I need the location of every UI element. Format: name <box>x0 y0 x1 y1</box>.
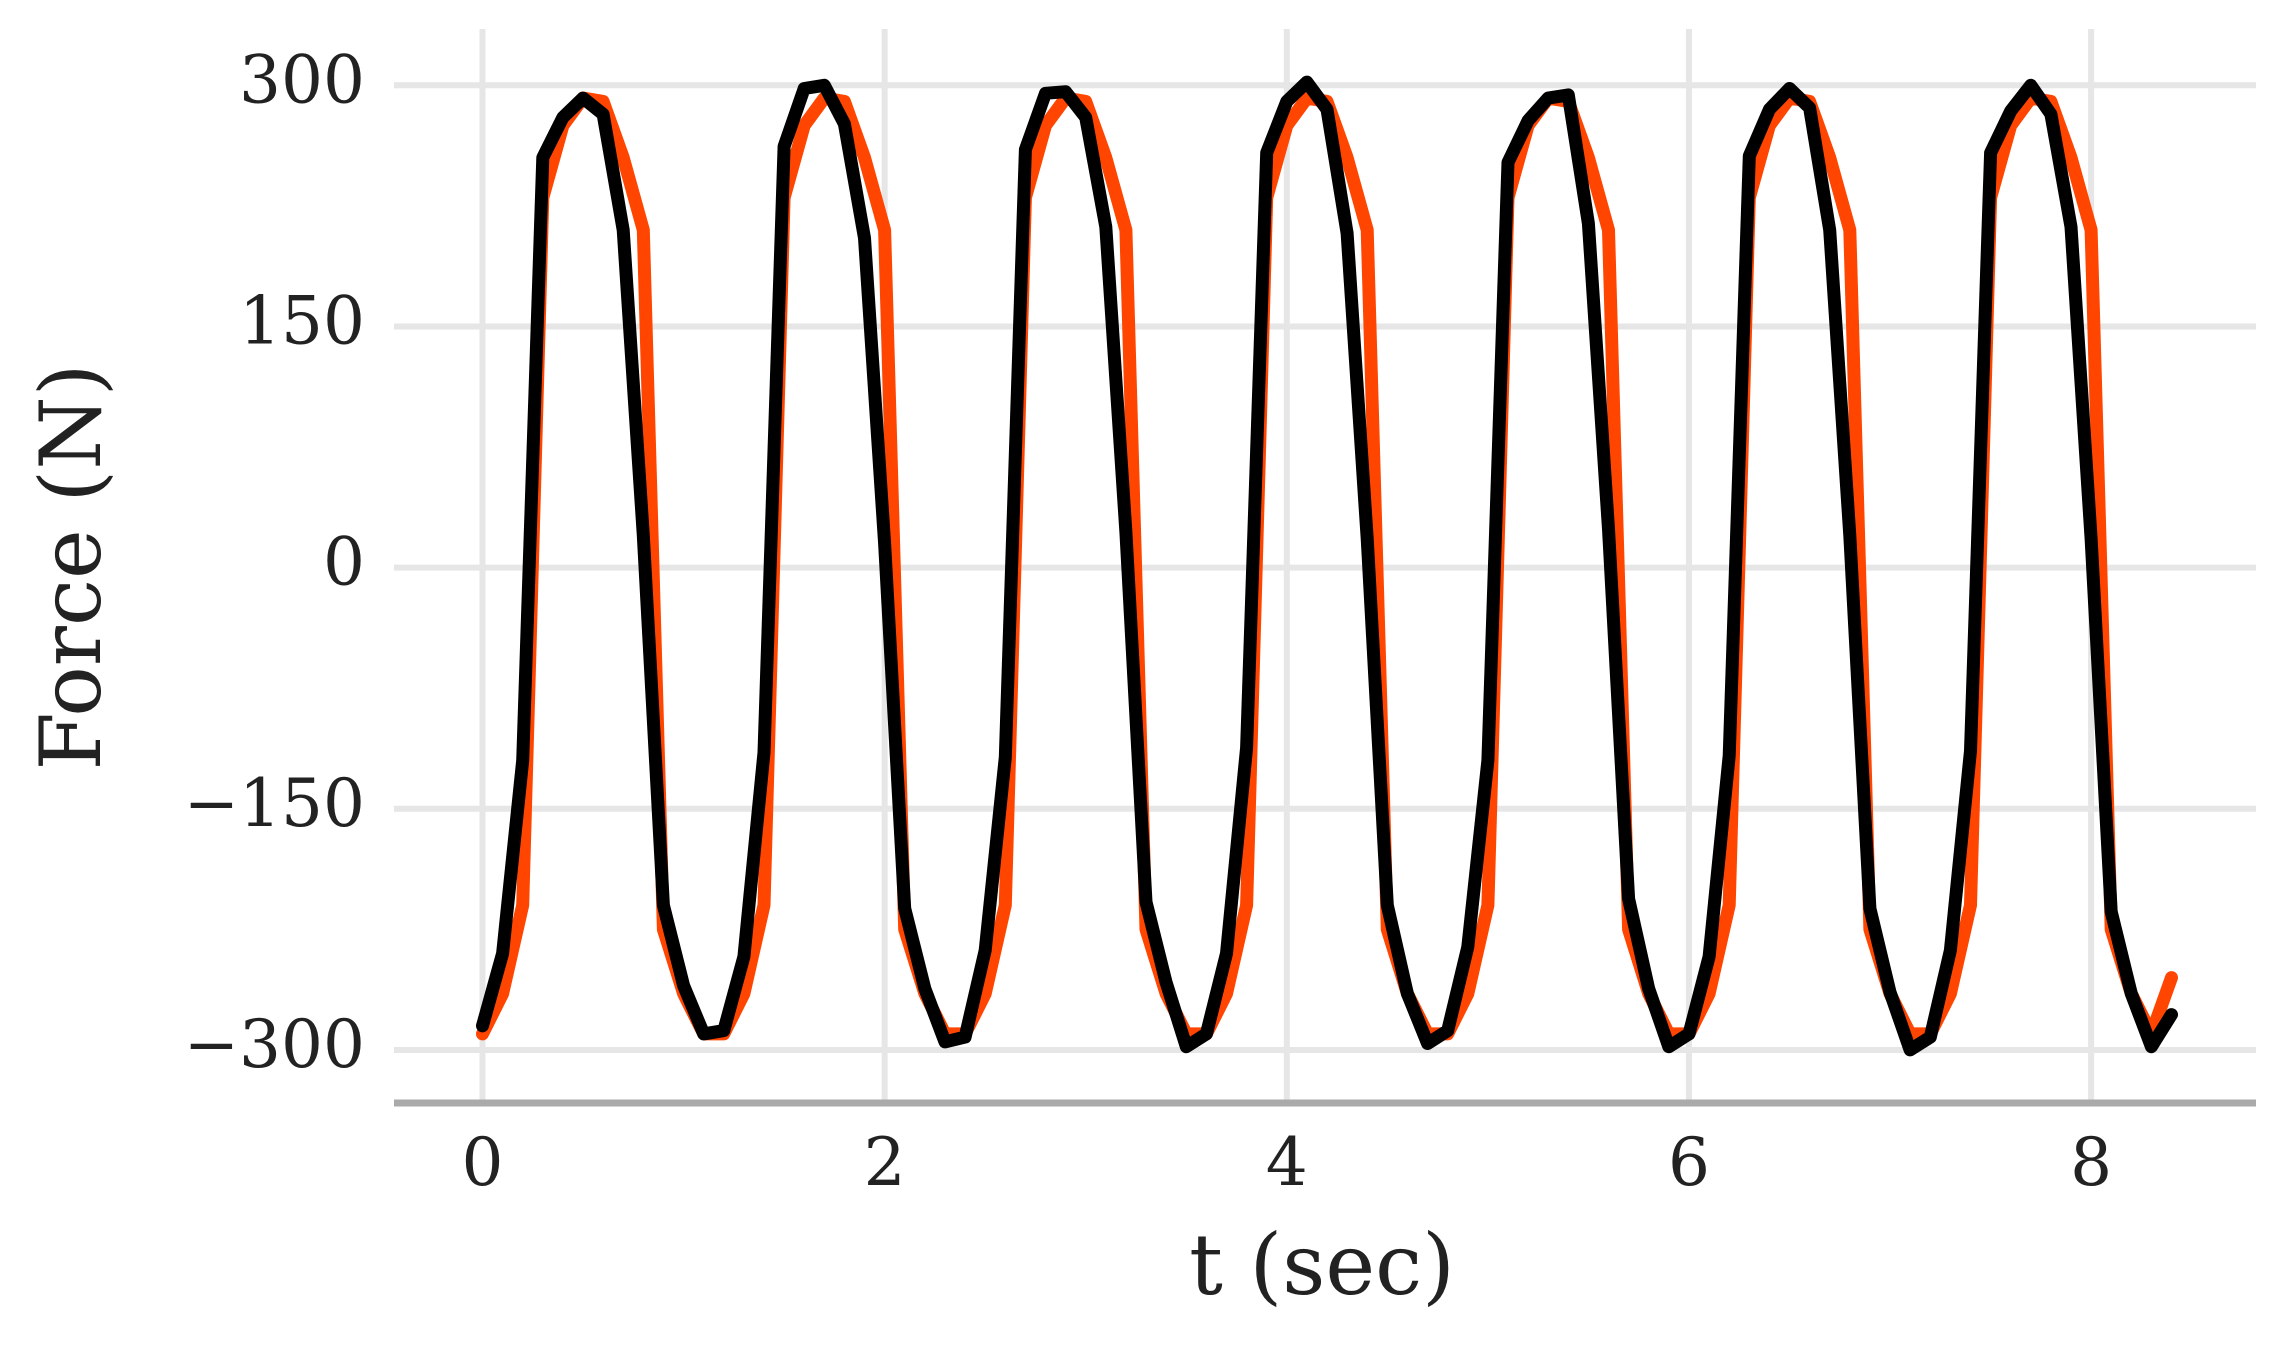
x-tick-label: 6 <box>1668 1124 1710 1201</box>
x-tick-label: 0 <box>461 1124 503 1201</box>
y-axis-label: Force (N) <box>22 364 120 771</box>
y-tick-label: 0 <box>323 524 365 601</box>
x-axis-label: t (sec) <box>1189 1216 1455 1314</box>
y-tick-label: −300 <box>184 1006 365 1083</box>
x-tick-label: 8 <box>2070 1124 2112 1201</box>
series-line <box>476 75 2178 1057</box>
y-tick-label: 300 <box>239 41 365 118</box>
x-tick-label: 4 <box>1266 1124 1308 1201</box>
y-tick-label: 150 <box>239 282 365 359</box>
y-tick-label: −150 <box>184 765 365 842</box>
x-tick-label: 2 <box>864 1124 906 1201</box>
